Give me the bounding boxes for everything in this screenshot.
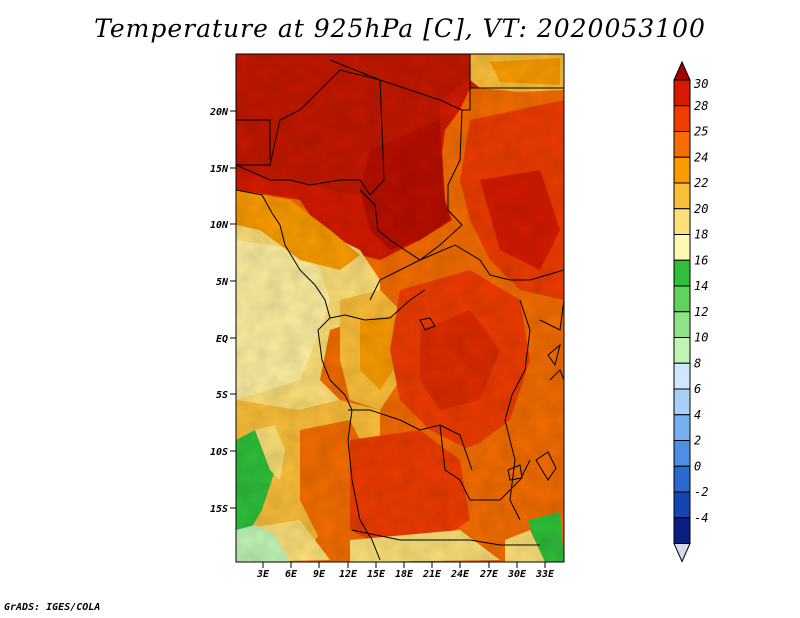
colorbar-segment bbox=[673, 491, 691, 519]
lon-label: 21E bbox=[422, 569, 442, 580]
colorbar-label: 20 bbox=[694, 202, 708, 216]
colorbar-bottom-triangle bbox=[673, 543, 691, 563]
map-frame bbox=[235, 53, 565, 563]
lat-label: 5S bbox=[216, 390, 228, 401]
colorbar-label: 30 bbox=[693, 77, 708, 91]
colorbar-label: 28 bbox=[694, 99, 708, 113]
lon-label: 33E bbox=[535, 569, 555, 580]
colorbar-label: 4 bbox=[694, 408, 701, 422]
temperature-field bbox=[236, 54, 564, 562]
colorbar-segment bbox=[673, 105, 691, 132]
longitude-axis: 3E 6E 9E 12E 15E 18E 21E 24E 27E 30E 33E bbox=[256, 562, 555, 580]
colorbar-segment bbox=[673, 182, 691, 210]
lat-label: EQ bbox=[216, 334, 228, 345]
colorbar-segment bbox=[673, 414, 691, 441]
colorbar-segment bbox=[673, 311, 691, 338]
lon-label: 27E bbox=[479, 569, 499, 580]
colorbar-segment bbox=[673, 388, 691, 416]
lat-label: 5N bbox=[216, 277, 229, 288]
grads-credit: GrADS: IGES/COLA bbox=[4, 602, 101, 613]
lon-label: 3E bbox=[256, 569, 270, 580]
colorbar-segment bbox=[673, 79, 691, 107]
country-borders bbox=[236, 54, 564, 561]
lat-label: 10S bbox=[210, 447, 228, 458]
colorbar-segment bbox=[673, 285, 691, 313]
lon-label: 30E bbox=[507, 569, 527, 580]
colorbar-segment bbox=[673, 208, 691, 235]
colorbar-label: 18 bbox=[694, 228, 708, 242]
colorbar-label: 6 bbox=[694, 382, 701, 396]
colorbar-label: 8 bbox=[694, 356, 701, 370]
colorbar-label: 0 bbox=[694, 459, 701, 473]
colorbar-label: 2 bbox=[694, 434, 701, 448]
lat-label: 20N bbox=[209, 107, 229, 118]
colorbar-segment bbox=[673, 337, 691, 364]
lon-label: 18E bbox=[395, 569, 414, 580]
lon-label: 24E bbox=[450, 569, 470, 580]
colorbar-top-triangle bbox=[673, 60, 691, 81]
colorbar-segment bbox=[673, 131, 691, 158]
colorbar-label: -2 bbox=[694, 485, 708, 499]
lon-label: 9E bbox=[313, 569, 326, 580]
lat-label: 10N bbox=[210, 220, 229, 231]
colorbar-label: 22 bbox=[694, 176, 708, 190]
colorbar-segment bbox=[673, 234, 691, 261]
colorbar-segment bbox=[673, 440, 691, 467]
colorbar-segment bbox=[673, 156, 691, 184]
colorbar-label: 16 bbox=[694, 253, 708, 267]
colorbar-label: 25 bbox=[694, 125, 708, 139]
colorbar-label: 10 bbox=[694, 331, 708, 345]
colorbar-label: 24 bbox=[694, 150, 708, 164]
map-title: Temperature at 925hPa [C], VT: 202005310… bbox=[94, 14, 706, 43]
lon-label: 6E bbox=[285, 569, 298, 580]
colorbar-segment bbox=[673, 259, 691, 287]
lat-label: 15S bbox=[210, 504, 228, 515]
colorbar-segment bbox=[673, 517, 691, 544]
lon-label: 15E bbox=[367, 569, 386, 580]
colorbar-segment bbox=[673, 362, 691, 390]
lat-label: 15N bbox=[210, 164, 229, 175]
colorbar-segment bbox=[673, 465, 691, 493]
lon-label: 12E bbox=[339, 569, 358, 580]
colorbar-label: -4 bbox=[694, 511, 708, 525]
latitude-axis: 20N 15N 10N 5N EQ 5S 10S 15S bbox=[209, 107, 236, 515]
colorbar-label: 12 bbox=[694, 305, 708, 319]
colorbar-label: 14 bbox=[694, 279, 708, 293]
